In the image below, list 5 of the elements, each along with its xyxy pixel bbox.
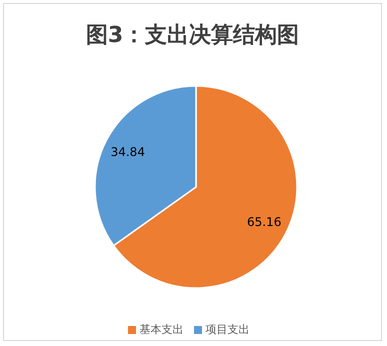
chart-title: 图3：支出决算结构图 [84, 22, 300, 50]
legend-label: 项目支出 [206, 323, 250, 336]
legend-label: 基本支出 [140, 323, 184, 336]
data-label: 65.16 [247, 215, 282, 230]
data-label: 34.84 [110, 144, 145, 159]
